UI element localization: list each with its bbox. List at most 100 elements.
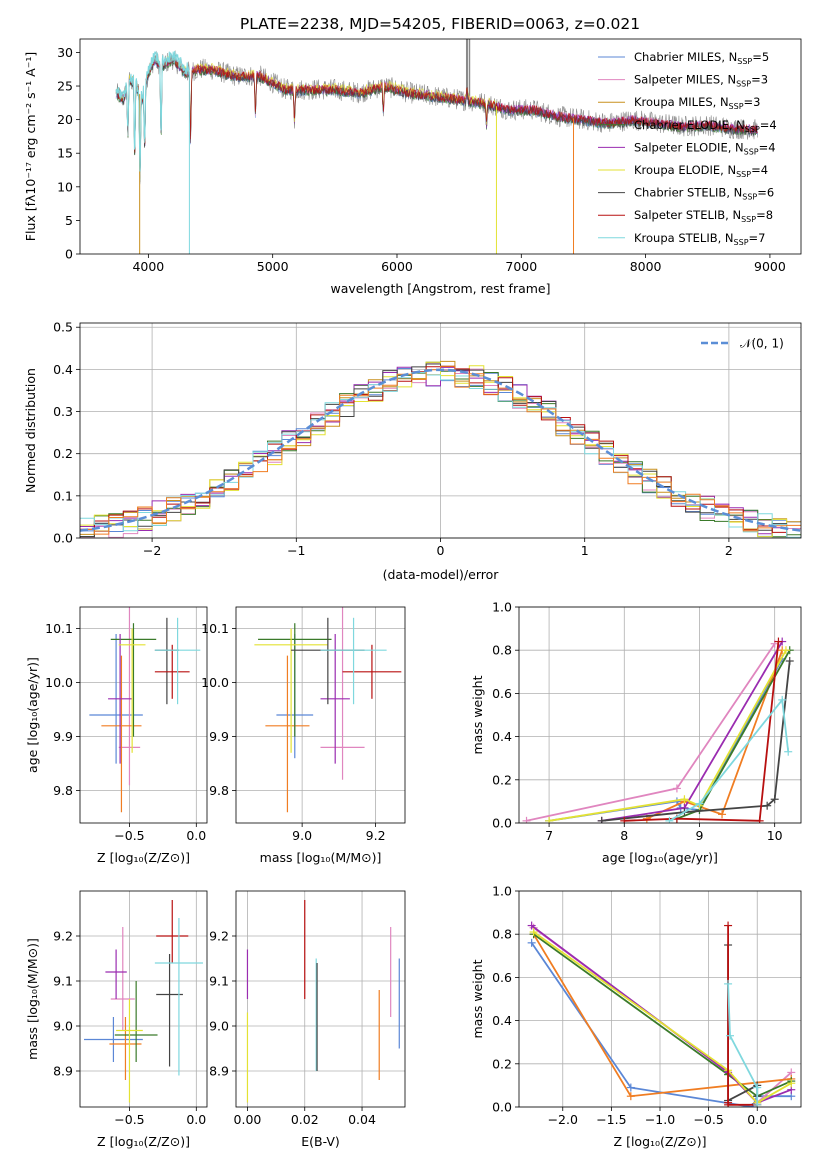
y-tick-label: 9.2 — [53, 929, 73, 944]
y-tick-label: 0.0 — [53, 531, 73, 546]
y-tick-label: 9.8 — [53, 783, 73, 798]
legend-label: Kroupa STELIB, NSSP=7 — [634, 231, 765, 247]
y-tick-label: 9.1 — [53, 974, 73, 989]
x-tick-label: 9.0 — [292, 828, 312, 843]
plot-area-mass_weight_vs_age — [522, 637, 794, 823]
y-tick-label: 25 — [57, 79, 73, 94]
y-tick-label: 10.1 — [201, 621, 229, 636]
legend-label: Kroupa ELODIE, NSSP=4 — [634, 163, 768, 179]
axes-frame — [518, 606, 802, 824]
y-axis-label: Flux [fλ10⁻¹⁷ erg cm⁻² s⁻¹ A⁻¹] — [23, 52, 38, 241]
axes-frame — [235, 890, 406, 1108]
axes-mass_weight_vs_age: 7 8 9 10 0.0 0.2 0.4 0.6 0.8 1.0 age [log₁₀(age/yr… — [470, 600, 802, 865]
y-tick-label: 0.3 — [53, 404, 73, 419]
axes-frame — [79, 890, 208, 1108]
y-tick-label: 5 — [65, 213, 73, 228]
y-tick-label: 0.6 — [492, 686, 512, 701]
y-tick-label: 30 — [57, 45, 73, 60]
x-tick-label: 0.0 — [186, 1112, 206, 1127]
y-tick-label: 10.1 — [45, 621, 73, 636]
x-tick-label: 8000 — [630, 259, 662, 274]
y-tick-label: 0.8 — [492, 927, 512, 942]
y-tick-label: 9.1 — [209, 974, 229, 989]
x-tick-label: 10 — [767, 828, 783, 843]
mass-weight-series — [526, 643, 776, 822]
x-tick-label: 0 — [437, 543, 445, 558]
axes-frame — [79, 322, 802, 539]
y-tick-label: 0.4 — [53, 362, 73, 377]
x-axis-label: wavelength [Angstrom, rest frame] — [330, 281, 550, 296]
mass-weight-series — [668, 697, 790, 822]
mass-weight-series — [548, 649, 787, 822]
x-tick-label: 0.04 — [348, 1112, 376, 1127]
y-tick-label: 9.8 — [209, 783, 229, 798]
x-axis-label: Z [log₁₀(Z/Z⊙)] — [97, 1134, 190, 1149]
observed-spectrum-line — [115, 50, 758, 178]
figure-title: PLATE=2238, MJD=54205, FIBERID=0063, z=0… — [240, 15, 640, 33]
y-axis-label: age [log₁₀(age/yr)] — [25, 657, 40, 773]
plot-area-mass_weight_vs_Z — [527, 921, 796, 1107]
x-tick-label: 8 — [620, 828, 628, 843]
mass-weight-series — [624, 641, 780, 822]
x-tick-label: 0.02 — [291, 1112, 319, 1127]
model-spectrum-line — [115, 55, 497, 180]
y-tick-label: 0.8 — [492, 643, 512, 658]
x-tick-label: −0.5 — [693, 1112, 723, 1127]
y-tick-label: 10 — [57, 179, 73, 194]
y-tick-label: 1.0 — [492, 884, 512, 899]
x-tick-label: −0.5 — [114, 828, 144, 843]
y-axis-label: mass [log₁₀(M/M⊙)] — [25, 938, 40, 1060]
x-axis-label: Z [log₁₀(Z/Z⊙)] — [614, 1134, 707, 1149]
normal-distribution-curve — [80, 368, 801, 532]
x-tick-label: 0.00 — [234, 1112, 262, 1127]
x-tick-label: 7000 — [505, 259, 537, 274]
x-tick-label: 9000 — [754, 259, 786, 274]
model-spectrum-line — [116, 55, 758, 178]
x-axis-label: E(B-V) — [301, 1134, 340, 1149]
y-axis-label: Normed distribution — [23, 368, 38, 493]
x-tick-label: 2 — [725, 543, 733, 558]
axes-spectrum: 4000 5000 6000 7000 8000 9000 0 5 10 15 20 25 30 wave… — [23, 38, 802, 296]
legend-label: 𝒩(0, 1) — [740, 337, 784, 351]
y-tick-label: 15 — [57, 146, 73, 161]
residual-histogram — [80, 372, 801, 538]
axes-frame — [79, 38, 802, 255]
axes-mass_vs_ebv: 0.00 0.02 0.04 8.9 9.0 9.1 9.2 E(B-V) — [209, 890, 406, 1149]
y-tick-label: 10.0 — [45, 675, 73, 690]
legend-label: Chabrier MILES, NSSP=5 — [634, 50, 769, 66]
plot-area-mass_vs_Z — [84, 900, 203, 1103]
mass-weight-series — [533, 931, 792, 1104]
axes-frame — [235, 606, 406, 824]
x-axis-label: mass [log₁₀(M/M⊙)] — [260, 850, 382, 865]
y-tick-label: 8.9 — [53, 1064, 73, 1079]
mass-weight-series — [601, 641, 783, 822]
y-tick-label: 9.9 — [209, 729, 229, 744]
plot-area-age_vs_Z — [89, 607, 201, 813]
plot-area-age_vs_mass — [254, 607, 402, 813]
y-tick-label: 0.2 — [53, 446, 73, 461]
residual-histogram — [80, 365, 801, 535]
x-tick-label: 0.0 — [186, 828, 206, 843]
y-axis-label: mass weight — [470, 959, 485, 1038]
y-tick-label: 0.0 — [492, 1100, 512, 1115]
y-tick-label: 9.9 — [53, 729, 73, 744]
y-tick-label: 10.0 — [201, 675, 229, 690]
y-tick-label: 1.0 — [492, 600, 512, 615]
x-tick-label: −1.0 — [645, 1112, 675, 1127]
y-tick-label: 9.2 — [209, 929, 229, 944]
y-tick-label: 9.0 — [209, 1019, 229, 1034]
x-tick-label: 6000 — [381, 259, 413, 274]
y-tick-label: 0 — [65, 247, 73, 262]
y-tick-label: 0.5 — [53, 320, 73, 335]
y-tick-label: 0.2 — [492, 772, 512, 787]
y-tick-label: 9.0 — [53, 1019, 73, 1034]
x-tick-label: 0.0 — [747, 1112, 767, 1127]
x-tick-label: 1 — [581, 543, 589, 558]
legend-label: Salpeter ELODIE, NSSP=4 — [634, 140, 776, 156]
axes-frame — [79, 606, 208, 824]
legend-label: Kroupa MILES, NSSP=3 — [634, 95, 760, 111]
mass-weight-series — [727, 983, 759, 1105]
y-tick-label: 8.9 — [209, 1064, 229, 1079]
x-axis-label: age [log₁₀(age/yr)] — [602, 850, 718, 865]
